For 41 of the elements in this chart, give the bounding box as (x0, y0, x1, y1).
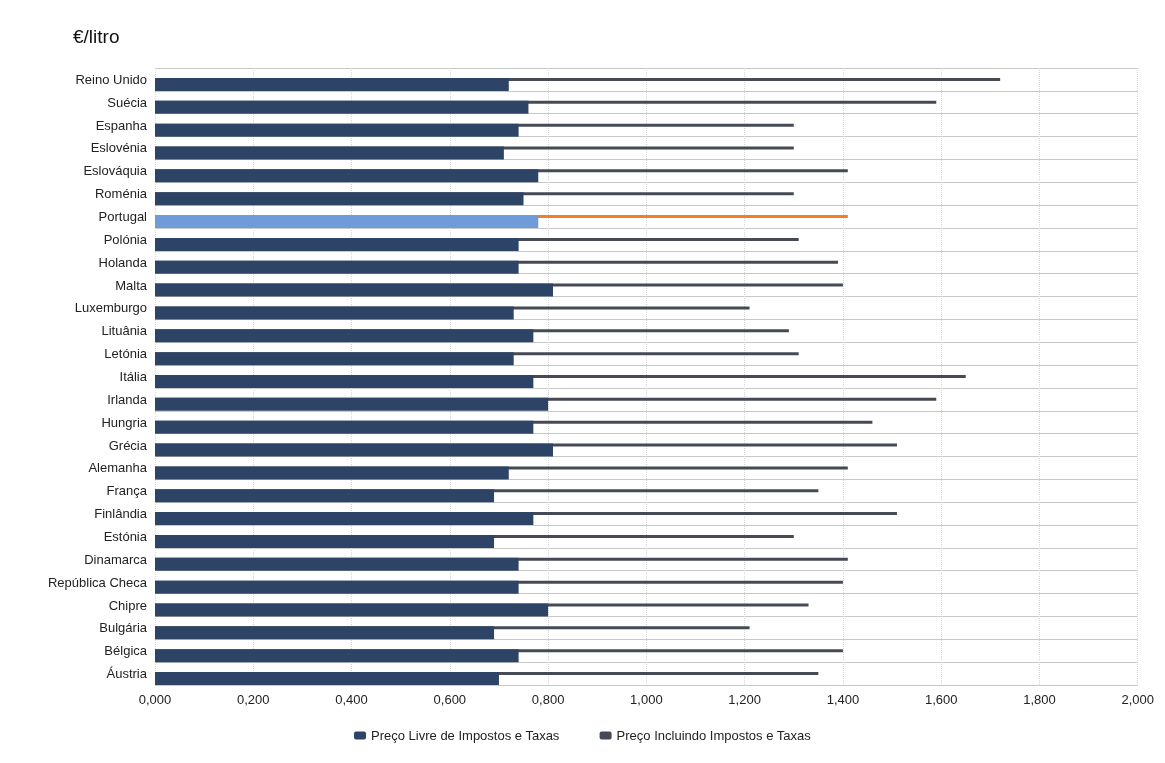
y-tick-label: Grécia (108, 437, 148, 453)
x-tick-label: 0,800 (531, 692, 565, 707)
y-axis-title: €/litro (73, 26, 120, 47)
y-tick-label: Letónia (104, 346, 148, 362)
x-tick-label: 2,000 (1121, 692, 1155, 707)
y-tick-label: Áustria (106, 666, 148, 682)
x-tick-label: 0,200 (237, 692, 270, 707)
y-tick-label: Bulgária (99, 620, 148, 636)
legend-label: Preço Livre de Impostos e Taxas (371, 728, 560, 743)
y-tick-label: Hungria (101, 414, 148, 430)
y-tick-label: Chipre (108, 597, 147, 613)
y-tick-label: Itália (119, 369, 148, 384)
x-tick-label: 1,400 (826, 692, 860, 707)
y-tick-label: França (106, 483, 148, 499)
y-tick-label: Luxemburgo (74, 300, 147, 316)
y-tick-label: Holanda (98, 254, 148, 270)
y-tick-label: Espanha (95, 117, 148, 133)
x-tick-label: 1,800 (1023, 692, 1056, 707)
y-tick-label: República Checa (47, 574, 148, 590)
y-tick-label: Irlanda (107, 391, 148, 407)
y-tick-label: Finlândia (94, 506, 148, 522)
y-tick-label: Bélgica (104, 643, 148, 659)
x-tick-label: 1,200 (728, 692, 761, 707)
legend-label: Preço Incluindo Impostos e Taxas (616, 728, 812, 743)
x-tick-label: 1,600 (924, 692, 958, 707)
y-tick-label: Lituânia (101, 323, 148, 339)
x-tick-label: 0,400 (335, 692, 368, 707)
y-tick-label: Eslovénia (90, 140, 148, 156)
x-tick-label: 0,000 (138, 692, 172, 707)
x-tick-label: 1,000 (630, 692, 663, 707)
y-tick-label: Alemanha (88, 460, 148, 476)
y-tick-label: Dinamarca (84, 551, 148, 567)
y-tick-label: Suécia (107, 94, 148, 110)
y-tick-label: Eslováquia (83, 163, 148, 179)
x-tick-label: 0,600 (433, 692, 467, 707)
y-tick-label: Malta (115, 277, 148, 293)
y-tick-label: Portugal (98, 209, 148, 225)
y-tick-label: Estónia (103, 528, 148, 544)
y-tick-label: Polónia (103, 231, 148, 247)
y-tick-label: Reino Unido (75, 71, 147, 87)
y-tick-label: Roménia (94, 186, 148, 202)
